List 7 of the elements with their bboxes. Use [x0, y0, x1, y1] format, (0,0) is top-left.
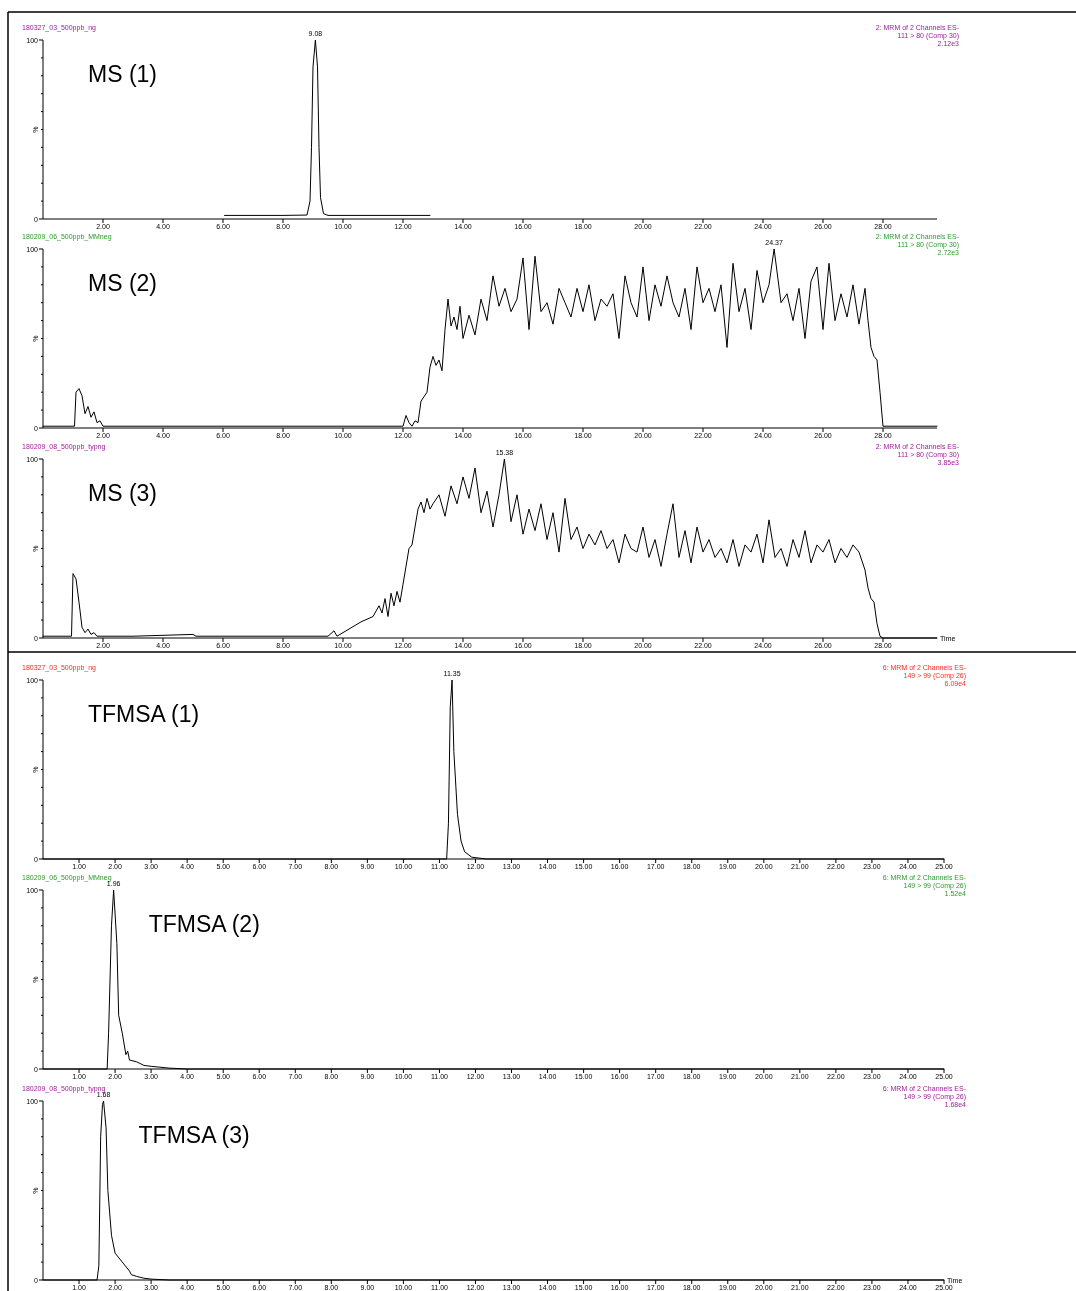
text: MS (3): [88, 480, 157, 506]
text: TFMSA (1): [88, 701, 200, 727]
text: TFMSA (2): [148, 911, 260, 937]
line-series: [224, 39, 431, 216]
text: MS (2): [88, 270, 157, 296]
text: TFMSA (3): [138, 1122, 250, 1148]
text: MS (1): [88, 61, 157, 87]
